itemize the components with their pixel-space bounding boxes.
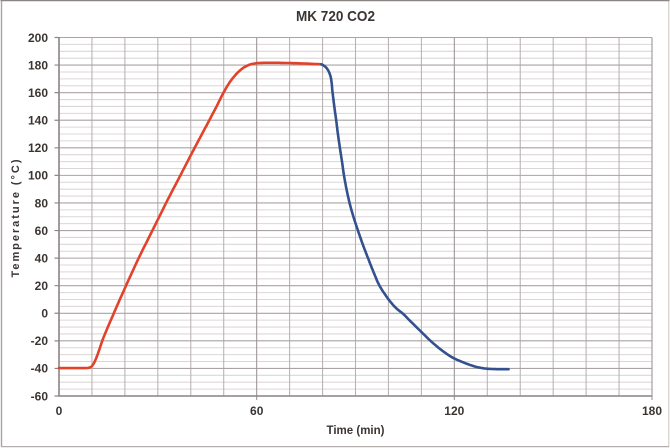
svg-text:60: 60 <box>35 224 49 238</box>
svg-text:80: 80 <box>35 196 49 210</box>
svg-text:0: 0 <box>41 307 48 321</box>
svg-text:0: 0 <box>56 404 63 418</box>
svg-text:-40: -40 <box>31 362 49 376</box>
svg-text:Temperature (°C): Temperature (°C) <box>10 159 22 277</box>
svg-text:180: 180 <box>28 58 48 72</box>
svg-text:120: 120 <box>444 404 464 418</box>
svg-text:Time (min): Time (min) <box>327 425 385 437</box>
svg-text:40: 40 <box>35 251 49 265</box>
svg-text:-20: -20 <box>31 334 49 348</box>
svg-text:-60: -60 <box>31 389 49 403</box>
svg-text:20: 20 <box>35 279 49 293</box>
svg-text:200: 200 <box>28 31 48 45</box>
svg-text:180: 180 <box>642 404 662 418</box>
svg-text:60: 60 <box>250 404 264 418</box>
svg-text:140: 140 <box>28 114 48 128</box>
svg-text:160: 160 <box>28 86 48 100</box>
svg-text:120: 120 <box>28 141 48 155</box>
svg-text:100: 100 <box>28 169 48 183</box>
svg-text:MK 720 CO2: MK 720 CO2 <box>296 8 375 25</box>
